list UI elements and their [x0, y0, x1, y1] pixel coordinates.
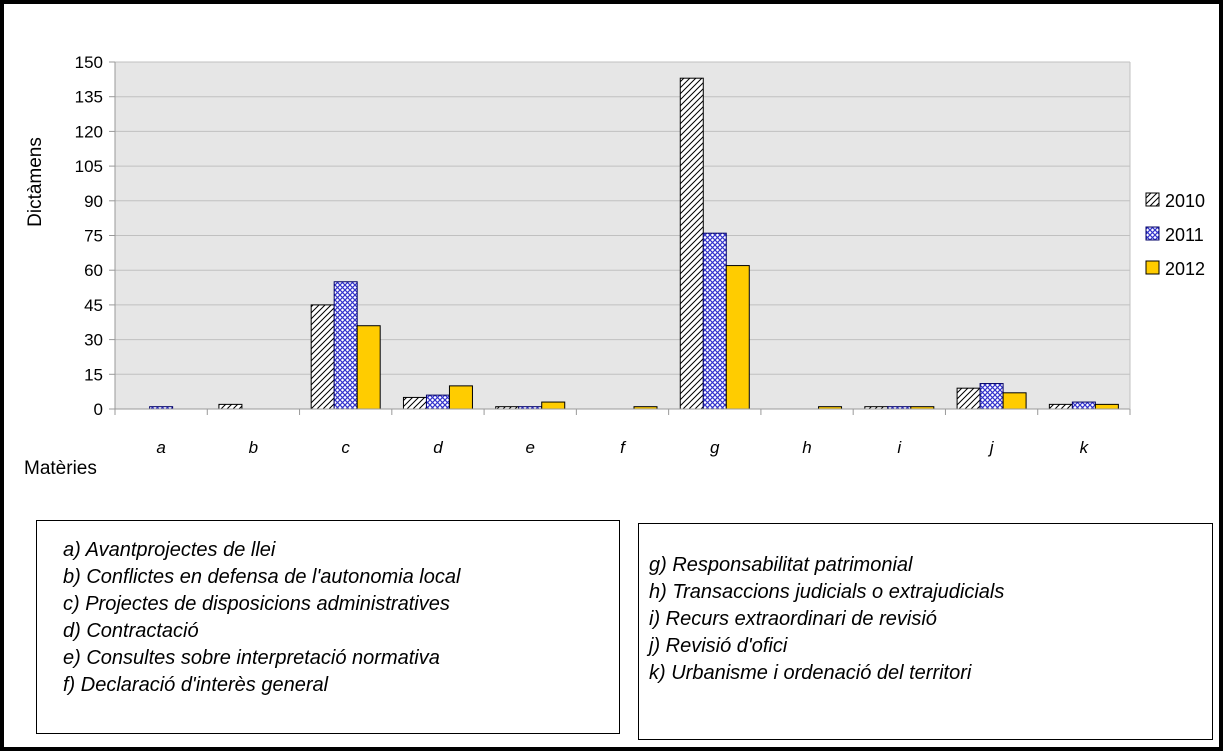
- y-tick-label: 75: [84, 227, 103, 246]
- y-tick-label: 120: [75, 122, 103, 141]
- bar-2010-g: [679, 77, 704, 410]
- y-tick-label: 90: [84, 192, 103, 211]
- categories-key-right: g) Responsabilitat patrimonial h) Transac…: [638, 523, 1213, 740]
- x-category-label: d: [433, 438, 443, 457]
- y-tick-label: 105: [75, 157, 103, 176]
- x-category-label: k: [1080, 438, 1090, 457]
- category-key-item: c) Projectes de disposicions administrat…: [63, 593, 450, 615]
- category-key-item: d) Contractació: [63, 620, 199, 642]
- bar-2010-d: [402, 396, 427, 410]
- x-axis-title: Matèries: [24, 458, 97, 479]
- bar-2011-d: [425, 394, 450, 410]
- legend-label-2010: 2010: [1165, 191, 1205, 211]
- bar-2011-c: [333, 281, 358, 410]
- y-tick-label: 15: [84, 365, 103, 384]
- bar-2012-c: [356, 325, 381, 410]
- axes: [114, 62, 1131, 415]
- gridlines: [109, 61, 1130, 410]
- y-tick-label: 60: [84, 261, 103, 280]
- legend-swatch-2011: [1145, 226, 1160, 241]
- y-axis-title: Dictàmens: [25, 137, 46, 227]
- legend-swatch-2010: [1145, 192, 1160, 207]
- bar-2012-d: [448, 385, 473, 410]
- x-category-label: e: [525, 438, 534, 457]
- y-tick-label: 150: [75, 53, 103, 72]
- y-tick-label: 45: [84, 296, 103, 315]
- bar-2012-e: [541, 401, 566, 410]
- bar-2010-j: [956, 387, 981, 410]
- x-category-label: b: [249, 438, 258, 457]
- x-category-label: i: [897, 438, 902, 457]
- x-category-label: a: [156, 438, 165, 457]
- y-tick-label: 30: [84, 331, 103, 350]
- x-category-label: f: [620, 438, 627, 457]
- category-key-item: k) Urbanisme i ordenació del territori: [649, 662, 972, 684]
- category-key-item: b) Conflictes en defensa de l'autonomia …: [63, 566, 461, 588]
- y-tick-label: 135: [75, 88, 103, 107]
- legend-swatch-2012: [1145, 260, 1160, 275]
- category-key-item: j) Revisió d'ofici: [649, 635, 788, 657]
- bar-2011-j: [979, 383, 1004, 410]
- categories-key-left: a) Avantprojectes de llei b) Conflictes e…: [36, 520, 620, 734]
- category-key-item: i) Recurs extraordinari de revisió: [649, 608, 937, 630]
- x-category-labels: a b c d e f g h i j k: [156, 438, 1089, 457]
- bar-2010-k: [1048, 403, 1073, 410]
- category-key-item: e) Consultes sobre interpretació normati…: [63, 647, 440, 669]
- legend: 2010 2011 2012: [1145, 191, 1205, 279]
- x-category-label: j: [988, 438, 995, 457]
- category-key-item: a) Avantprojectes de llei: [63, 539, 276, 561]
- legend-label-2012: 2012: [1165, 259, 1205, 279]
- x-category-label: c: [341, 438, 350, 457]
- bar-2011-g: [702, 232, 727, 410]
- category-key-item: f) Declaració d'interès general: [63, 674, 329, 696]
- y-tick-label: 0: [94, 400, 103, 419]
- legend-label-2011: 2011: [1165, 225, 1204, 245]
- bars: [149, 77, 1119, 410]
- bar-2012-j: [1002, 392, 1027, 410]
- bar-chart: 0 15 30 45 60 75 90 105 120 135 150 a b c d e f g h i j k Di…: [24, 53, 1205, 479]
- y-tick-labels: 0 15 30 45 60 75 90 105 120 135 150: [75, 53, 103, 419]
- bar-2010-b: [218, 403, 243, 410]
- x-category-label: h: [802, 438, 811, 457]
- bar-2010-c: [310, 304, 335, 410]
- bar-2011-k: [1071, 401, 1096, 410]
- category-key-item: h) Transaccions judicials o extrajudicia…: [649, 581, 1005, 603]
- x-category-label: g: [710, 438, 720, 457]
- category-key-item: g) Responsabilitat patrimonial: [649, 554, 913, 576]
- bar-2012-g: [725, 265, 750, 410]
- bar-2012-k: [1094, 403, 1119, 410]
